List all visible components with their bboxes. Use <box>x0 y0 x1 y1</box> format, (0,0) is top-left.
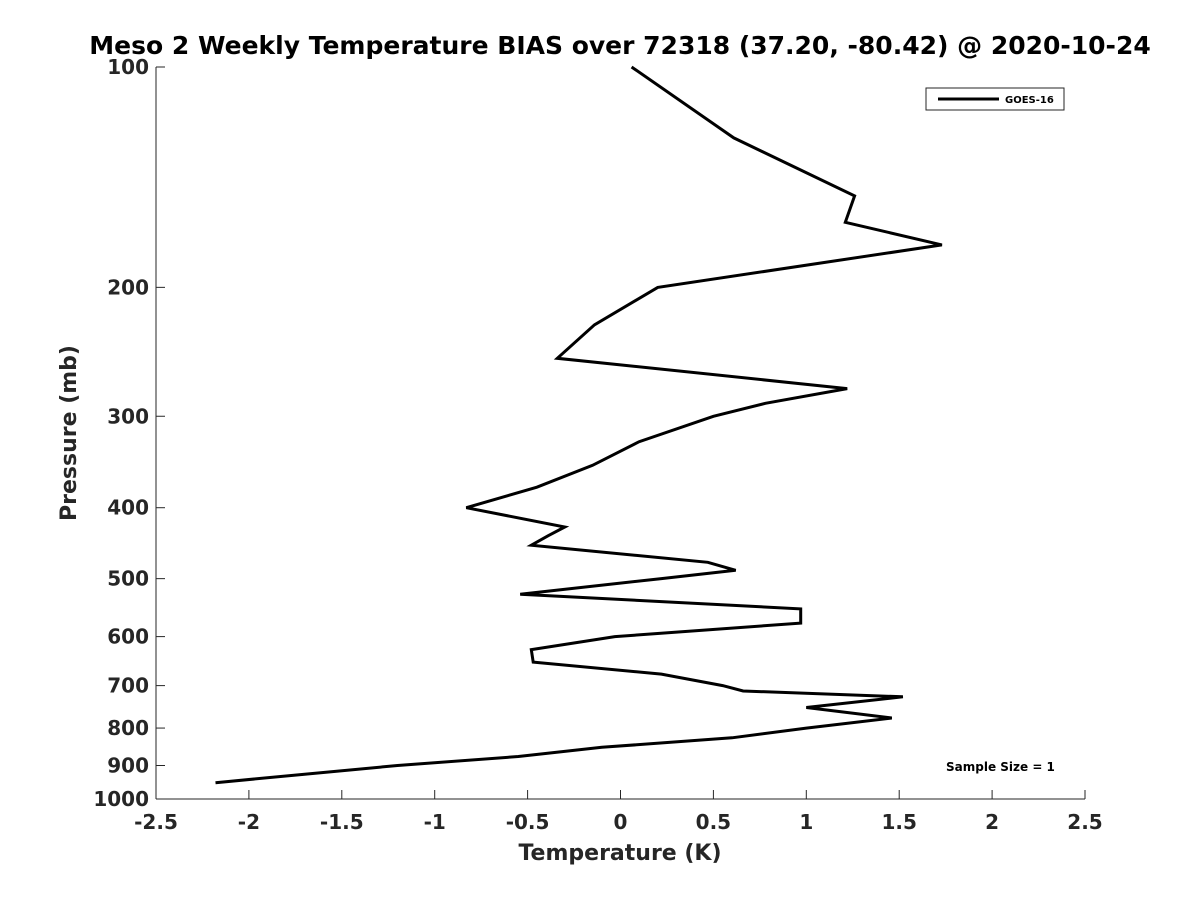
axes <box>155 67 1085 800</box>
y-tick-label: 900 <box>107 754 149 778</box>
x-tick-label: -1 <box>424 810 446 834</box>
x-tick-label: -2.5 <box>134 810 178 834</box>
y-ticks: 100 200 300 400 500 600 700 800 900 1000 <box>93 55 165 811</box>
series-group <box>215 65 943 785</box>
y-tick-label: 100 <box>107 55 149 79</box>
x-tick-label: -2 <box>238 810 260 834</box>
series-line-goes-16 <box>215 65 943 785</box>
sample-size-annotation: Sample Size = 1 <box>946 760 1055 774</box>
x-tick-label: 2.5 <box>1067 810 1102 834</box>
x-tick-label: 0 <box>614 810 628 834</box>
x-axis-label: Temperature (K) <box>518 841 721 866</box>
y-tick-label: 400 <box>107 496 149 520</box>
y-tick-label: 200 <box>107 275 149 299</box>
chart-title: Meso 2 Weekly Temperature BIAS over 7231… <box>89 31 1150 60</box>
x-ticks: -2.5 -2 -1.5 -1 -0.5 0 0.5 1 1.5 2 2.5 <box>134 790 1103 834</box>
y-tick-label: 300 <box>107 404 149 428</box>
legend-label: GOES-16 <box>1005 95 1054 106</box>
x-tick-label: 1 <box>799 810 813 834</box>
x-tick-label: 2 <box>985 810 999 834</box>
y-tick-label: 1000 <box>93 787 149 811</box>
x-tick-label: 0.5 <box>696 810 731 834</box>
y-tick-label: 500 <box>107 567 149 591</box>
x-tick-label: 1.5 <box>881 810 916 834</box>
y-tick-label: 600 <box>107 625 149 649</box>
y-axis-label: Pressure (mb) <box>57 345 82 521</box>
y-tick-label: 800 <box>107 716 149 740</box>
legend: GOES-16 <box>925 87 1065 111</box>
x-tick-label: -1.5 <box>320 810 364 834</box>
x-tick-label: -0.5 <box>506 810 550 834</box>
y-tick-label: 700 <box>107 674 149 698</box>
